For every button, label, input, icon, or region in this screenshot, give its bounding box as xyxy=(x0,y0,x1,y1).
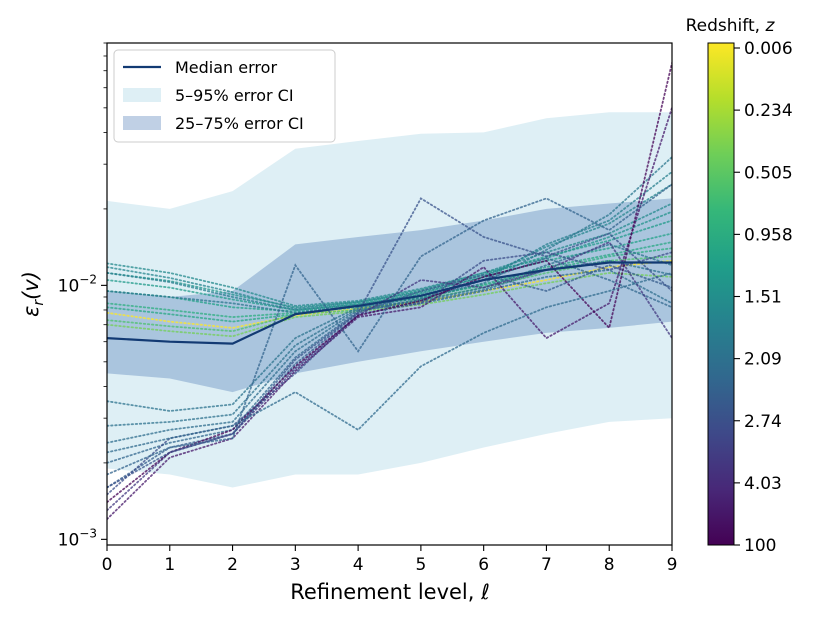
plot-frame xyxy=(106,42,673,546)
x-axis-label: Refinement level, ℓ xyxy=(290,580,490,604)
redshift-curve-21 xyxy=(107,271,672,454)
legend-box xyxy=(113,49,336,143)
redshift-curve-6 xyxy=(107,219,672,311)
legend-band-5-95-swatch xyxy=(123,88,161,102)
colorbar-bar xyxy=(707,42,735,546)
redshift-curve-9 xyxy=(107,183,672,310)
x-tick-label-9: 9 xyxy=(667,555,678,575)
redshift-curve-8 xyxy=(107,202,672,307)
redshift-curve-15 xyxy=(107,257,672,464)
legend: Median error 5–95% error CI 25–75% error… xyxy=(113,49,336,143)
colorbar-tick-label-7: 4.03 xyxy=(744,474,782,494)
y-axis-label: εr(v) xyxy=(19,271,47,317)
redshift-curve-20 xyxy=(107,62,672,504)
redshift-curve-23 xyxy=(107,197,672,489)
x-tick-label-4: 4 xyxy=(353,555,364,575)
legend-band-25-75-label: 25–75% error CI xyxy=(175,114,304,133)
colorbar-tick-label-1: 0.234 xyxy=(744,101,793,121)
y-axis-ticks: 10−3 10−2 xyxy=(58,42,107,550)
median-line xyxy=(107,261,672,345)
x-tick-label-7: 7 xyxy=(541,555,552,575)
colorbar-ticks: 0.006 0.234 0.505 0.958 1.51 2.09 2.74 4.03 100 xyxy=(734,39,793,556)
median-line-layer xyxy=(107,261,672,345)
x-tick-label-0: 0 xyxy=(102,555,113,575)
colorbar-tick-label-4: 1.51 xyxy=(744,288,782,308)
x-tick-label-2: 2 xyxy=(227,555,238,575)
colorbar-tick-label-6: 2.74 xyxy=(744,412,782,432)
colorbar-tick-label-3: 0.958 xyxy=(744,225,793,245)
redshift-curve-16 xyxy=(107,264,672,489)
x-tick-label-1: 1 xyxy=(164,555,175,575)
x-tick-label-6: 6 xyxy=(478,555,489,575)
colorbar-tick-label-2: 0.505 xyxy=(744,163,793,183)
x-axis-ticks: 0 1 2 3 4 5 6 7 8 9 xyxy=(102,545,678,575)
legend-median-label: Median error xyxy=(175,58,277,77)
colorbar-title: Redshift, z xyxy=(686,16,776,36)
colorbar: 0.0060.2340.5050.9581.512.092.744.03100 … xyxy=(686,16,793,556)
y-tick-label-1: 10−2 xyxy=(58,272,97,296)
x-tick-label-5: 5 xyxy=(415,555,426,575)
colorbar-tick-label-0: 0.006 xyxy=(744,39,793,59)
legend-band-25-75-swatch xyxy=(123,116,161,130)
colorbar-tick-label-5: 2.09 xyxy=(744,350,782,370)
redshift-curve-19 xyxy=(107,106,672,521)
redshift-curve-11 xyxy=(107,156,672,314)
y-tick-label-0: 10−3 xyxy=(58,526,97,550)
redshift-curve-7 xyxy=(107,210,672,309)
x-tick-label-8: 8 xyxy=(604,555,615,575)
colorbar-tick-label-8: 100 xyxy=(744,536,776,556)
redshift-curve-14 xyxy=(107,268,672,444)
legend-band-5-95-label: 5–95% error CI xyxy=(175,86,294,105)
x-tick-label-3: 3 xyxy=(290,555,301,575)
